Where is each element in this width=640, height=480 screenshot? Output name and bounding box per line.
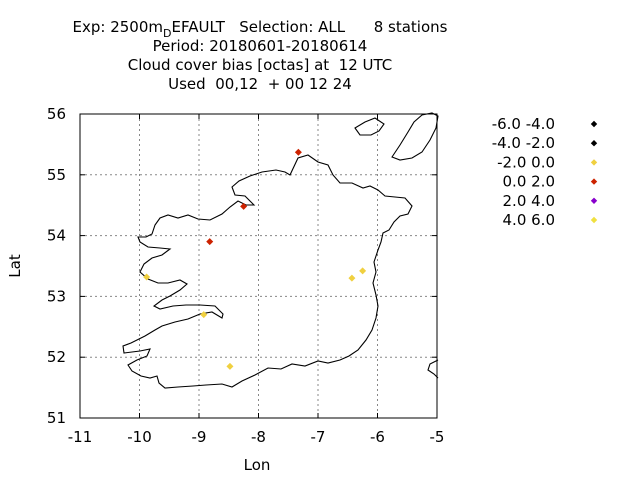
station-point: [294, 148, 302, 156]
legend-label: -2.0 0.0: [497, 153, 555, 171]
station-point: [240, 202, 248, 210]
legend-label: -4.0 -2.0: [492, 134, 555, 152]
legend-label: 4.0 6.0: [503, 211, 555, 229]
station-point: [348, 274, 356, 282]
x-tick-label: -7: [311, 428, 326, 446]
legend-label: 2.0 4.0: [503, 192, 555, 210]
coastline-map: [122, 112, 439, 389]
legend-marker: [590, 159, 598, 166]
ireland-coastline: [122, 154, 413, 389]
y-tick-labels: 51 52 53 54 55 56: [47, 105, 66, 427]
y-tick-label: 53: [47, 287, 66, 305]
x-tick-labels: -11 -10 -9 -8 -7 -6 -5: [68, 428, 445, 446]
x-tick-label: -8: [251, 428, 266, 446]
y-tick-label: 55: [47, 166, 66, 184]
y-tick-label: 51: [47, 409, 66, 427]
x-tick-label: -5: [430, 428, 445, 446]
data-points: [143, 148, 367, 370]
scotland-coastline-east: [391, 112, 439, 161]
title-selection: EFAULT Selection: ALL 8 stations: [171, 18, 448, 36]
station-point: [143, 273, 151, 281]
y-tick-label: 52: [47, 348, 66, 366]
station-point: [226, 362, 234, 370]
legend: -6.0 -4.0-4.0 -2.0-2.0 0.0 0.0 2.02.0 4.0…: [492, 115, 598, 229]
plot-frame: [79, 113, 438, 419]
scotland-coastline: [354, 117, 385, 136]
y-tick-label: 54: [47, 227, 66, 245]
station-point: [206, 238, 214, 246]
x-tick-label: -10: [127, 428, 152, 446]
legend-label: 0.0 2.0: [503, 173, 555, 191]
chart-title-line4: Used 00,12 + 00 12 24: [168, 75, 352, 93]
x-axis-label: Lon: [244, 456, 271, 474]
chart-title-line2: Period: 20180601-20180614: [152, 37, 368, 55]
legend-marker: [590, 197, 598, 204]
legend-marker: [590, 120, 598, 128]
x-tick-label: -11: [68, 428, 93, 446]
y-tick-label: 56: [47, 105, 66, 123]
x-tick-label: -9: [192, 428, 207, 446]
wales-coastline: [427, 359, 439, 379]
legend-marker: [590, 140, 598, 147]
title-subscript: D: [162, 27, 172, 40]
y-axis-label: Lat: [6, 254, 24, 278]
station-point: [200, 311, 208, 319]
title-exp: Exp: 2500m: [72, 18, 163, 36]
legend-marker: [590, 216, 598, 224]
chart-title-line1: Exp: 2500mDEFAULT Selection: ALL 8 stati…: [0, 18, 520, 40]
x-tick-label: -6: [370, 428, 385, 446]
grid-lines: [79, 113, 438, 419]
chart-title-line3: Cloud cover bias [octas] at 12 UTC: [127, 56, 393, 74]
station-point: [359, 267, 367, 275]
legend-marker: [590, 178, 598, 185]
legend-label: -6.0 -4.0: [492, 115, 555, 133]
